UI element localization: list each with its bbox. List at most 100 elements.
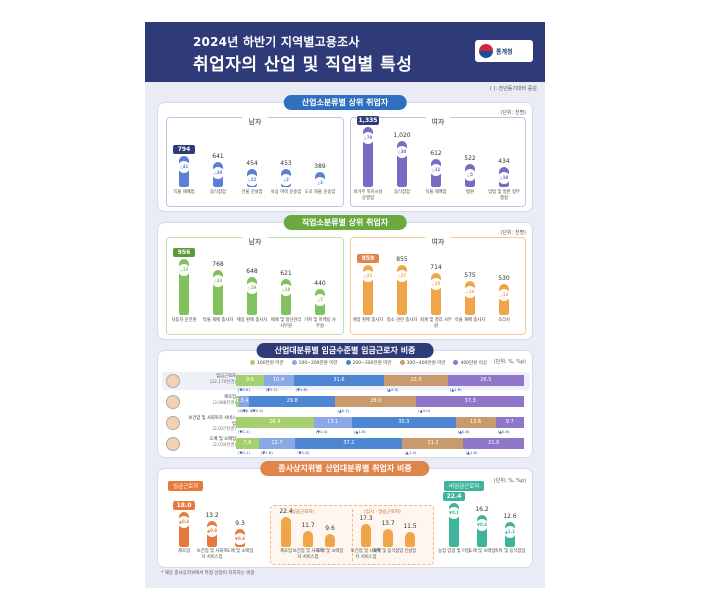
legend-swatch bbox=[453, 360, 459, 365]
change-badge: ▲0.8 bbox=[206, 525, 218, 538]
legend-swatch bbox=[250, 360, 255, 365]
status-unit: (단위: %, %p) bbox=[493, 478, 526, 484]
value-label: 612 bbox=[430, 150, 442, 158]
row-label: 도매 및 소매업 (2,034천명) bbox=[186, 437, 236, 448]
segment-change: (▲3.0) bbox=[418, 408, 431, 413]
header-subtitle: 2024년 하반기 지역별고용조사 bbox=[193, 35, 360, 49]
change-badge: △25 bbox=[430, 278, 442, 291]
bar bbox=[383, 528, 393, 547]
row-label-count: (2,034천명) bbox=[212, 442, 236, 448]
segment-change: (0.0) bbox=[238, 408, 248, 413]
bar-segment: 12.7 bbox=[258, 438, 296, 449]
bar-segment: 9.7 bbox=[495, 417, 524, 428]
change-badge: △3 bbox=[314, 176, 326, 189]
value-label: 956 bbox=[173, 248, 195, 257]
bar-segment: 13.6 bbox=[455, 417, 496, 428]
value-label: 22.4 bbox=[443, 492, 465, 501]
change-badge: △43 bbox=[212, 275, 224, 287]
change-badge: ▼0.4 bbox=[476, 519, 488, 532]
change-badge: ▲0.4 bbox=[178, 515, 190, 528]
segment-change: (▲0.8) bbox=[497, 429, 510, 434]
row-label-main: 임금근로자 bbox=[216, 374, 236, 379]
legend-text: 400만원 이상 bbox=[460, 361, 488, 366]
value-label: 16.2 bbox=[475, 506, 489, 514]
value-label: 575 bbox=[464, 272, 476, 280]
category-label: 작물 재배 종사자 bbox=[454, 318, 486, 323]
bar-segment: 21.0 bbox=[463, 438, 524, 449]
category-label: 음식점업 bbox=[210, 190, 226, 195]
bar-segment: 37.2 bbox=[295, 438, 403, 449]
header-title: 취업자의 산업 및 직업별 특성 bbox=[193, 55, 413, 75]
wage-worker-tag: 임금근로자 bbox=[168, 481, 204, 491]
infographic-poster: 2024년 하반기 지역별고용조사 취업자의 산업 및 직업별 특성 통계청 (… bbox=[145, 22, 545, 588]
legend-text: 300~400만원 미만 bbox=[406, 361, 446, 366]
legend-text: 100~200만원 미만 bbox=[298, 361, 338, 366]
row-label-main: 보건업 및 사회복지 서비스업 bbox=[188, 416, 236, 427]
category-label: 제조업 bbox=[178, 549, 190, 554]
segment-change: (▼1.2) bbox=[241, 408, 254, 413]
value-label: 1,335 bbox=[357, 116, 379, 125]
category-label: 작물 재배 종사자 bbox=[202, 318, 234, 323]
industry-panel-title: 산업소분류별 상위 취업자 bbox=[283, 95, 407, 110]
change-badge: △70 bbox=[362, 132, 374, 144]
value-label: 530 bbox=[498, 274, 510, 282]
stacked-bar: 9.6 10.4 31.6 22.0 26.5 bbox=[236, 375, 524, 386]
change-badge: △5 bbox=[464, 168, 476, 181]
segment-change: (▲0.8) bbox=[457, 429, 470, 434]
value-label: 522 bbox=[464, 154, 476, 162]
segment-change: (▲1.8) bbox=[353, 429, 366, 434]
row-label-main: 제조업 bbox=[224, 395, 236, 400]
bar bbox=[179, 259, 189, 315]
bar bbox=[477, 515, 487, 547]
change-badge: △15 bbox=[178, 264, 190, 276]
bar-segment: 26.4 bbox=[236, 417, 314, 428]
industry-male-label: 남자 bbox=[242, 117, 268, 127]
occupation-male-box: 남자 bbox=[166, 237, 344, 335]
category-label: 제조업 bbox=[280, 549, 292, 554]
category-label: 매장 판매 종사자 bbox=[236, 318, 268, 323]
worker-avatar-icon bbox=[166, 374, 180, 388]
change-badge: △2 bbox=[280, 174, 292, 187]
legend-item: 400만원 이상 bbox=[453, 360, 487, 366]
temp-worker-label: (임시 · 일용근로자) bbox=[364, 510, 401, 515]
row-label-main: 도매 및 소매업 bbox=[209, 437, 236, 442]
occupation-female-box: 여자 bbox=[350, 237, 526, 335]
legend-swatch bbox=[291, 360, 297, 365]
bar-segment: 37.3 bbox=[416, 396, 524, 407]
bar bbox=[281, 278, 291, 315]
worker-avatar-icon bbox=[166, 437, 180, 451]
change-badge: △11 bbox=[430, 164, 442, 177]
category-label: 제제 및 생산관리 사무원 bbox=[270, 318, 302, 329]
legend-item: 100만원 미만 bbox=[250, 360, 284, 366]
category-label: 직물 제매업 bbox=[425, 190, 447, 195]
bar bbox=[247, 277, 257, 315]
stacked-bar: 26.4 13.1 35.3 13.6 9.7 bbox=[236, 417, 524, 428]
segment-change: (▲0.5) bbox=[386, 387, 399, 392]
value-label: 9.3 bbox=[235, 519, 245, 527]
logo-text: 통계청 bbox=[496, 48, 513, 56]
value-label: 1,020 bbox=[393, 132, 411, 140]
row-label-count: (22,170천명) bbox=[209, 379, 236, 385]
bar-segment: 29.8 bbox=[249, 396, 336, 407]
occupation-female-label: 여자 bbox=[425, 237, 451, 247]
bar-segment: 35.3 bbox=[351, 417, 456, 428]
change-badge: △19 bbox=[246, 282, 258, 295]
row-label: 임금근로자 (22,170천명) bbox=[186, 374, 236, 385]
segment-change: (▲1.0) bbox=[404, 450, 417, 455]
value-label: 794 bbox=[173, 145, 195, 155]
category-label: 직물 제매업 bbox=[173, 190, 195, 195]
change-badge: △30 bbox=[212, 167, 224, 180]
category-label: 도매 및 소매업 bbox=[468, 549, 496, 554]
row-label-count: (3,988천명) bbox=[212, 400, 236, 406]
value-label: 768 bbox=[212, 261, 224, 268]
bar bbox=[363, 127, 373, 187]
bar-segment: 9.6 bbox=[236, 375, 264, 386]
legend-swatch bbox=[399, 360, 405, 365]
bar bbox=[179, 511, 189, 547]
category-label: 청소 관련 종사자 bbox=[386, 318, 418, 323]
value-label: 11.7 bbox=[301, 522, 315, 530]
change-note: ( ): 전년동기대비 증감 bbox=[489, 86, 537, 92]
value-label: 621 bbox=[280, 269, 292, 277]
segment-change: (▲0.2) bbox=[337, 408, 350, 413]
category-label: 보건업 및 사회복지 서비스업 bbox=[350, 549, 382, 560]
